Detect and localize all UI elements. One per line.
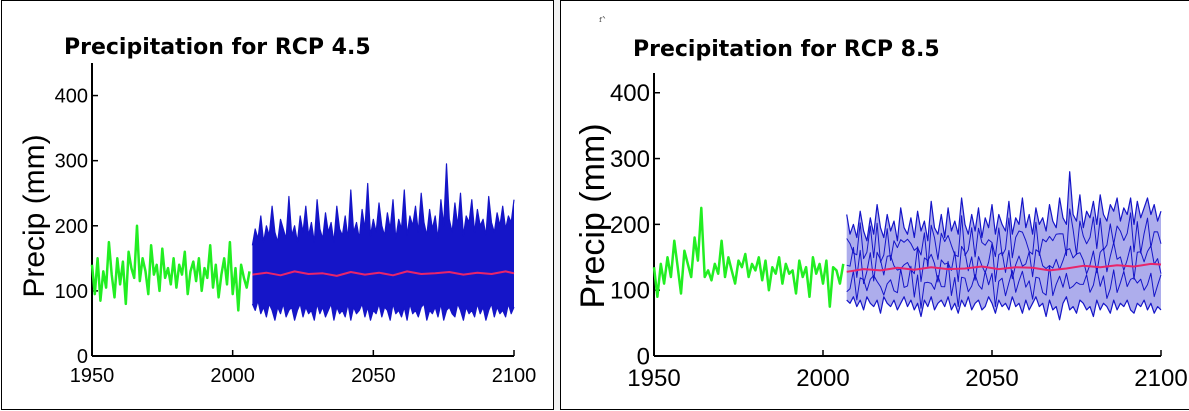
chart-title-rcp45: Precipitation for RCP 4.5 — [64, 35, 371, 60]
y-axis-label: Precip (mm) — [18, 134, 51, 297]
historical-line — [90, 224, 251, 312]
x-tick-label-1950: 1950 — [70, 365, 115, 387]
y-tick-label-100: 100 — [610, 278, 650, 305]
ensemble-upper-line — [846, 171, 1162, 242]
y-tick-label-400: 400 — [610, 80, 650, 107]
y-tick-label-200: 200 — [55, 216, 88, 238]
y-tick-label-300: 300 — [610, 146, 650, 173]
x-tick-label-1950: 1950 — [627, 365, 680, 392]
chart-panel-rcp85: 0 100 200 300 400 1950 2000 2050 2100 Precip (mm)… — [560, 0, 1189, 410]
ensemble-mean-line — [846, 262, 1162, 273]
ensemble-lower-line — [251, 300, 515, 321]
chart-title-rcp85: Precipitation for RCP 8.5 — [633, 37, 940, 62]
ensemble-upper-line — [251, 163, 515, 246]
y-tick-label-0: 0 — [637, 343, 650, 370]
y-tick-label-400: 400 — [55, 86, 88, 108]
x-tick-label-2050: 2050 — [965, 365, 1018, 392]
ensemble-member-line-1 — [846, 260, 1162, 309]
y-tick-label-100: 100 — [55, 281, 88, 303]
ensemble-mean-line — [252, 270, 515, 277]
panel-separator — [554, 0, 560, 410]
y-tick-label-200: 200 — [610, 212, 650, 239]
chart-rcp85: 0 100 200 300 400 1950 2000 2050 2100 Precip (mm) — [574, 73, 1188, 392]
x-tick-label-2000: 2000 — [210, 365, 255, 387]
x-tick-label-2100: 2100 — [1134, 365, 1187, 392]
x-tick-label-2100: 2100 — [492, 365, 537, 387]
ensemble-member-line-2 — [846, 242, 1162, 285]
y-tick-label-300: 300 — [55, 151, 88, 173]
ensemble-lower-line — [846, 296, 1162, 321]
historical-line — [652, 206, 845, 308]
x-tick-label-2050: 2050 — [351, 365, 396, 387]
y-axis-label: Precip (mm) — [574, 123, 612, 308]
y-tick-label-0: 0 — [77, 346, 88, 368]
scan-artifact-mark: ᶠ` — [599, 15, 608, 29]
ensemble-band — [252, 163, 514, 321]
chart-panel-rcp45: 0 100 200 300 400 1950 2000 2050 2100 Precip (mm)… — [1, 0, 554, 410]
ensemble-member-line-3 — [846, 208, 1162, 269]
x-tick-label-2000: 2000 — [796, 365, 849, 392]
chart-rcp45: 0 100 200 300 400 1950 2000 2050 2100 Precip (mm) — [18, 63, 537, 387]
